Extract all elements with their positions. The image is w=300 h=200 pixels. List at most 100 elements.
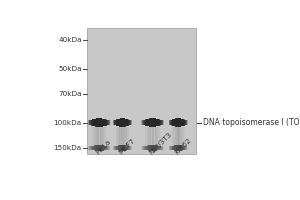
Bar: [150, 118, 152, 127]
Bar: [182, 127, 183, 145]
Bar: [150, 145, 152, 151]
Bar: [147, 119, 148, 126]
Bar: [102, 119, 104, 126]
Bar: [91, 146, 93, 150]
Bar: [100, 145, 102, 151]
Bar: [128, 146, 130, 150]
Bar: [169, 120, 172, 125]
Bar: [149, 119, 151, 127]
Bar: [143, 120, 145, 125]
Bar: [152, 118, 153, 127]
Bar: [127, 146, 129, 150]
Bar: [114, 146, 116, 150]
Bar: [92, 146, 94, 150]
Bar: [185, 146, 187, 150]
Bar: [108, 146, 110, 150]
Bar: [96, 118, 98, 127]
Bar: [184, 120, 187, 125]
Bar: [118, 145, 120, 150]
Bar: [148, 119, 149, 126]
Bar: [169, 120, 170, 125]
Bar: [114, 120, 116, 125]
Bar: [95, 145, 97, 151]
Bar: [115, 120, 117, 125]
Bar: [183, 146, 185, 150]
Bar: [183, 127, 184, 145]
Bar: [158, 119, 160, 126]
Bar: [113, 146, 115, 150]
Bar: [103, 127, 105, 145]
Bar: [109, 120, 110, 125]
Bar: [125, 146, 128, 150]
Bar: [99, 145, 101, 151]
Bar: [88, 146, 90, 150]
Bar: [171, 120, 173, 126]
Bar: [124, 119, 125, 127]
Bar: [91, 120, 92, 125]
Bar: [157, 146, 159, 150]
Bar: [172, 146, 174, 150]
Bar: [151, 145, 153, 151]
Bar: [162, 146, 164, 150]
Bar: [123, 118, 125, 127]
Bar: [92, 119, 94, 126]
Bar: [96, 145, 98, 151]
Bar: [175, 145, 177, 151]
Bar: [186, 146, 188, 150]
Bar: [157, 146, 158, 150]
Bar: [185, 120, 187, 125]
Text: 40kDa: 40kDa: [58, 37, 82, 43]
Bar: [102, 145, 104, 151]
Bar: [143, 146, 145, 150]
Bar: [108, 146, 110, 150]
Bar: [119, 127, 120, 145]
Bar: [99, 118, 101, 127]
Bar: [156, 127, 158, 145]
Bar: [142, 120, 144, 125]
Bar: [153, 145, 155, 151]
Bar: [183, 146, 184, 150]
Bar: [118, 127, 119, 145]
Bar: [123, 118, 125, 127]
Bar: [127, 120, 129, 126]
Bar: [156, 119, 158, 126]
Bar: [122, 118, 124, 127]
Bar: [116, 146, 118, 150]
Bar: [106, 146, 107, 150]
Bar: [88, 146, 90, 150]
Bar: [118, 119, 120, 126]
Bar: [157, 127, 158, 145]
Bar: [176, 145, 178, 151]
Bar: [95, 145, 97, 151]
Bar: [151, 145, 153, 151]
Bar: [92, 119, 94, 126]
Bar: [126, 127, 127, 145]
Bar: [142, 120, 144, 125]
Bar: [176, 127, 178, 145]
Bar: [121, 118, 123, 127]
Bar: [119, 119, 121, 126]
Bar: [122, 118, 124, 127]
Bar: [126, 119, 128, 126]
Bar: [141, 120, 143, 125]
Bar: [128, 146, 130, 150]
Bar: [99, 127, 100, 145]
Bar: [181, 119, 183, 126]
Bar: [116, 146, 117, 150]
Bar: [145, 127, 147, 145]
Bar: [174, 119, 176, 126]
Bar: [184, 146, 185, 150]
Bar: [175, 127, 176, 145]
Bar: [128, 146, 130, 150]
Bar: [97, 118, 99, 127]
Bar: [99, 145, 101, 151]
Bar: [180, 127, 182, 145]
Bar: [128, 120, 130, 125]
Bar: [162, 120, 164, 125]
Bar: [107, 146, 109, 150]
Bar: [92, 119, 94, 126]
Bar: [90, 120, 92, 125]
Bar: [153, 118, 154, 127]
Bar: [178, 145, 180, 151]
Bar: [182, 119, 184, 126]
